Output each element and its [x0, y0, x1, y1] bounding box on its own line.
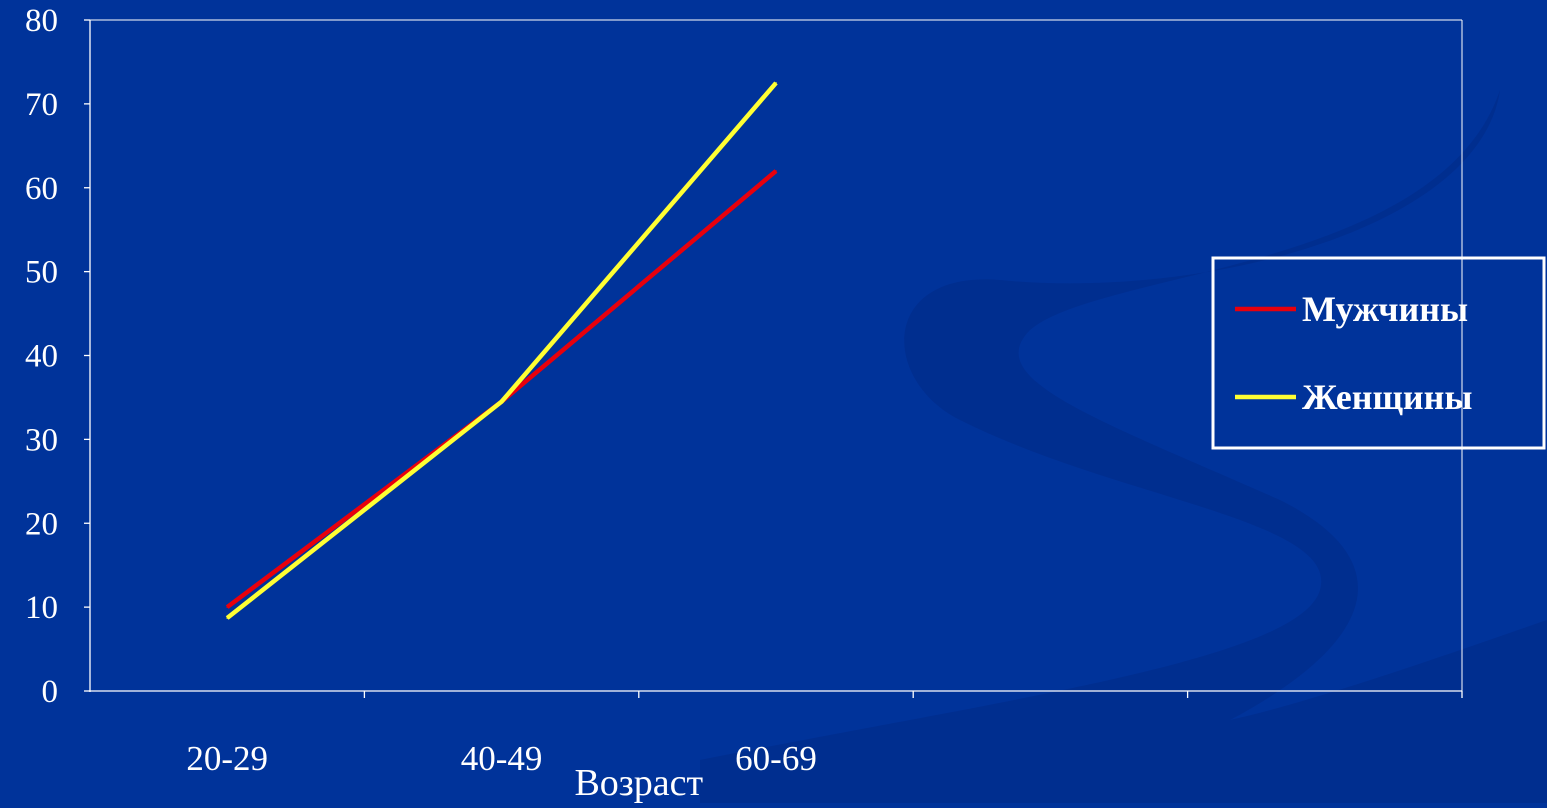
y-axis-ticks: 0 10 20 30 40 50 60 70 80: [25, 3, 90, 710]
background-swirl-decoration: [700, 90, 1547, 803]
legend-label: Женщины: [1302, 377, 1472, 417]
data-point: [226, 606, 228, 608]
data-point: [226, 617, 228, 619]
x-tick-label: 60-69: [735, 739, 817, 778]
data-point: [500, 400, 503, 403]
legend-box: [1211, 256, 1546, 450]
y-tick-label: 50: [25, 255, 58, 291]
x-axis-label: Возраст: [574, 762, 703, 803]
y-tick-label: 40: [25, 339, 58, 375]
x-tick-label: 40-49: [461, 739, 543, 778]
y-tick-label: 10: [25, 590, 58, 626]
data-point: [775, 170, 777, 172]
series-line-2: [225, 81, 778, 620]
x-axis-ticks: 20-29 40-49 60-69: [186, 691, 1463, 778]
series-lines: [225, 81, 778, 620]
x-tick-label: 20-29: [186, 739, 268, 778]
y-tick-label: 80: [25, 3, 58, 39]
y-tick-label: 60: [25, 171, 58, 207]
y-tick-label: 30: [25, 422, 58, 458]
legend-label: Мужчины: [1302, 289, 1468, 329]
swirl-shape: [700, 90, 1547, 803]
legend: Мужчины Женщины: [1211, 256, 1546, 450]
y-tick-label: 20: [25, 506, 58, 542]
series-line-1: [225, 169, 778, 609]
chart-axes: [89, 19, 1463, 692]
data-point: [775, 82, 777, 84]
y-tick-label: 70: [25, 87, 58, 123]
y-tick-label: 0: [42, 674, 59, 710]
